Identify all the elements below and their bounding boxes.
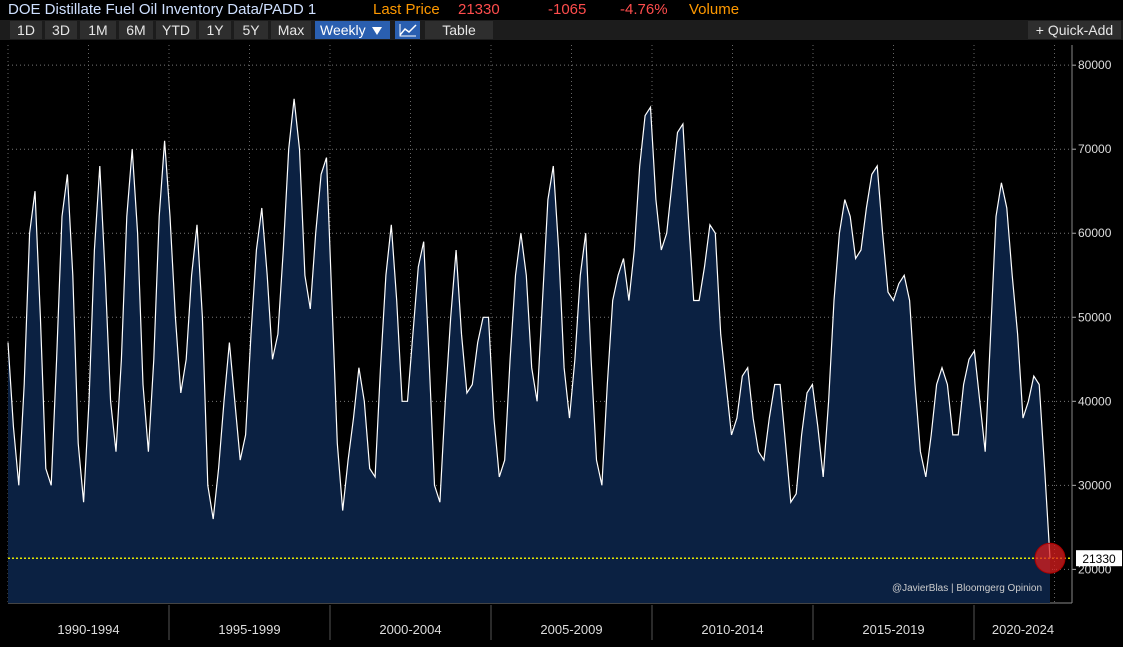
last-price-tag: 21330	[1082, 552, 1116, 566]
volume-label: Volume	[689, 1, 740, 18]
range-button[interactable]: 5Y	[234, 21, 268, 39]
x-tick-label: 1995-1999	[218, 622, 280, 637]
chart-type-button[interactable]	[395, 21, 420, 39]
dropdown-arrow	[372, 27, 382, 35]
y-tick-label: 60000	[1078, 226, 1112, 240]
frequency-label: Weekly	[320, 22, 366, 38]
header: DOE Distillate Fuel Oil Inventory Data/P…	[0, 0, 1123, 20]
chart: 1990-1994 1995-1999 2000-2004 2005-2009 2010…	[7, 45, 1122, 640]
last-price-value: 21330	[458, 1, 500, 18]
x-tick-label: 2005-2009	[540, 622, 602, 637]
range-button[interactable]: YTD	[156, 21, 196, 39]
last-point-marker	[1034, 542, 1066, 574]
x-tick-label: 2010-2014	[701, 622, 763, 637]
y-tick-label: 70000	[1078, 142, 1112, 156]
y-tick-label: 50000	[1078, 310, 1112, 324]
x-tick-label: 2000-2004	[379, 622, 441, 637]
toolbar: 1D 3D 1M 6M YTD 1Y 5Y Max Weekly Table +…	[0, 20, 1123, 40]
x-tick-label: 2020-2024	[992, 622, 1054, 637]
security-title: DOE Distillate Fuel Oil Inventory Data/P…	[8, 1, 317, 18]
frequency-button[interactable]: Weekly	[315, 21, 390, 39]
last-price-label: Last Price	[373, 1, 440, 18]
range-button[interactable]: 6M	[119, 21, 153, 39]
pct-change: -4.76%	[620, 1, 668, 18]
y-tick-label: 30000	[1078, 478, 1112, 492]
net-change: -1065	[548, 1, 587, 18]
range-button[interactable]: 3D	[45, 21, 77, 39]
x-tick-label: 1990-1994	[57, 622, 119, 637]
area-fill	[8, 98, 1050, 604]
y-tick-label: 80000	[1078, 58, 1112, 72]
range-button[interactable]: 1Y	[199, 21, 231, 39]
chart-icon	[398, 24, 417, 37]
y-tick-label: 40000	[1078, 394, 1112, 408]
last-price-box	[1076, 550, 1122, 567]
quick-add-button[interactable]: + Quick-Add	[1028, 21, 1121, 39]
range-button[interactable]: 1M	[80, 21, 116, 39]
range-button[interactable]: Max	[271, 21, 311, 39]
annotation: @JavierBlas | Bloomgerg Opinion	[892, 583, 1042, 594]
x-tick-label: 2015-2019	[862, 622, 924, 637]
range-button[interactable]: 1D	[10, 21, 42, 39]
table-button[interactable]: Table	[425, 21, 493, 39]
area-line	[7, 98, 1051, 559]
